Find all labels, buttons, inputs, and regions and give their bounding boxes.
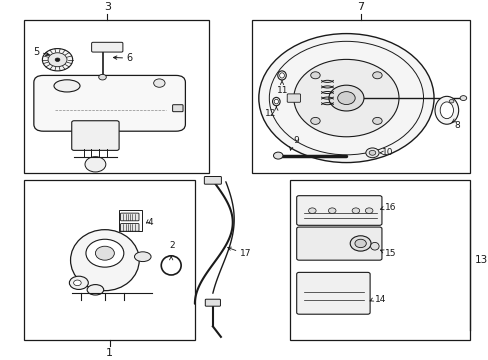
Bar [24, 180, 195, 340]
Circle shape [85, 157, 105, 172]
Circle shape [273, 152, 283, 159]
FancyBboxPatch shape [120, 213, 139, 221]
Ellipse shape [69, 276, 88, 289]
FancyBboxPatch shape [34, 76, 185, 131]
FancyBboxPatch shape [286, 94, 300, 102]
Circle shape [349, 236, 370, 251]
Circle shape [365, 148, 378, 158]
Circle shape [328, 85, 363, 111]
Bar [119, 210, 142, 230]
Circle shape [153, 79, 164, 87]
Text: 4: 4 [147, 218, 153, 227]
Text: 9: 9 [292, 136, 298, 145]
Circle shape [99, 75, 106, 80]
Circle shape [86, 239, 123, 267]
Circle shape [42, 49, 73, 71]
Circle shape [368, 150, 375, 155]
Circle shape [372, 117, 381, 124]
Ellipse shape [279, 73, 284, 78]
Text: 16: 16 [385, 203, 396, 212]
Text: 10: 10 [381, 148, 392, 157]
Circle shape [448, 99, 453, 103]
Text: 11: 11 [276, 86, 287, 95]
Ellipse shape [370, 242, 378, 250]
Text: 13: 13 [474, 255, 488, 265]
Bar [24, 20, 209, 173]
FancyBboxPatch shape [296, 273, 369, 314]
Text: 8: 8 [453, 121, 459, 130]
Text: 3: 3 [103, 2, 110, 12]
Ellipse shape [134, 252, 151, 262]
FancyBboxPatch shape [205, 299, 220, 306]
FancyBboxPatch shape [172, 105, 183, 112]
Text: 6: 6 [126, 53, 132, 63]
Circle shape [365, 208, 372, 213]
Circle shape [459, 96, 466, 100]
Ellipse shape [161, 256, 181, 275]
Circle shape [351, 208, 359, 213]
Ellipse shape [439, 102, 452, 119]
Circle shape [328, 208, 335, 213]
Text: 17: 17 [240, 249, 251, 258]
Circle shape [48, 53, 67, 67]
Text: 5: 5 [33, 47, 40, 57]
Ellipse shape [54, 80, 80, 92]
FancyBboxPatch shape [120, 224, 139, 231]
Circle shape [337, 92, 354, 104]
Ellipse shape [277, 71, 285, 80]
Circle shape [293, 59, 398, 137]
Text: 14: 14 [374, 295, 386, 304]
Ellipse shape [274, 99, 278, 104]
FancyBboxPatch shape [72, 121, 119, 150]
Text: 1: 1 [106, 348, 113, 358]
Bar [251, 20, 468, 173]
Ellipse shape [87, 284, 103, 295]
Circle shape [55, 58, 60, 62]
Bar [289, 180, 468, 340]
Circle shape [258, 33, 433, 163]
Ellipse shape [70, 230, 139, 291]
Circle shape [354, 239, 366, 248]
Ellipse shape [272, 98, 280, 106]
FancyBboxPatch shape [204, 176, 221, 184]
Circle shape [372, 72, 381, 79]
FancyBboxPatch shape [91, 42, 122, 52]
FancyBboxPatch shape [296, 227, 381, 260]
FancyBboxPatch shape [296, 196, 381, 225]
Ellipse shape [434, 96, 458, 124]
Circle shape [310, 72, 320, 79]
Circle shape [308, 208, 315, 213]
Circle shape [95, 246, 114, 260]
Text: 12: 12 [264, 108, 276, 117]
Text: 15: 15 [385, 249, 396, 258]
Circle shape [74, 280, 81, 285]
Text: 2: 2 [169, 241, 175, 250]
Circle shape [310, 117, 320, 124]
Text: 7: 7 [356, 2, 364, 12]
